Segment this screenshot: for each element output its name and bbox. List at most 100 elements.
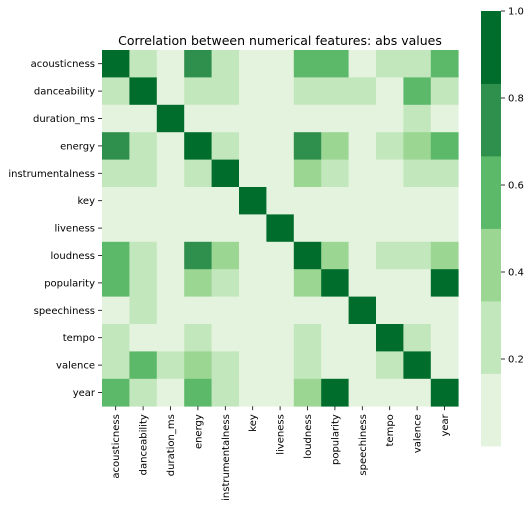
x-tick-label-year: year [440, 413, 451, 436]
heatmap-cell-acousticness-popularity [321, 50, 349, 78]
colorbar-tick-label: 1.0 [508, 7, 524, 18]
heatmap-cell-duration_ms-popularity [321, 104, 349, 133]
heatmap-cell-acousticness-year [430, 50, 459, 78]
heatmap-cell-energy-popularity [321, 132, 349, 160]
heatmap-cell-speechiness-popularity [321, 296, 349, 325]
heatmap-cell-instrumentalness-speechiness [348, 159, 377, 188]
colorbar-tick-label: 0.4 [508, 268, 524, 279]
heatmap-cell-tempo-energy [184, 324, 212, 352]
heatmap-cell-liveness-energy [184, 214, 212, 243]
heatmap-cell-speechiness-valence [403, 296, 432, 325]
heatmap-cell-key-liveness [266, 187, 295, 215]
heatmap-cell-speechiness-liveness [266, 296, 295, 325]
y-tick-label-tempo: tempo [63, 333, 95, 344]
heatmap-cell-energy-energy [184, 132, 212, 160]
heatmap-cell-liveness-instrumentalness [211, 214, 240, 243]
heatmap-cell-energy-loudness [293, 132, 322, 160]
heatmap-cell-loudness-liveness [266, 241, 295, 270]
heatmap-cell-acousticness-acousticness [102, 50, 130, 78]
heatmap-cell-year-acousticness [102, 378, 130, 407]
heatmap-cell-valence-instrumentalness [211, 351, 240, 380]
heatmap-cell-energy-acousticness [102, 132, 130, 160]
heatmap-cell-acousticness-tempo [376, 50, 404, 78]
heatmap-cell-acousticness-liveness [266, 50, 295, 78]
x-tick-label-duration_ms: duration_ms [166, 414, 177, 476]
heatmap-cell-danceability-acousticness [102, 77, 130, 106]
x-tick-label-liveness: liveness [276, 414, 287, 455]
heatmap-cell-danceability-speechiness [348, 77, 377, 106]
heatmap-cell-loudness-valence [403, 241, 432, 270]
heatmap-cell-liveness-liveness [266, 214, 295, 243]
heatmap-cell-danceability-loudness [293, 77, 322, 106]
heatmap-cell-key-acousticness [102, 187, 130, 215]
heatmap-cell-instrumentalness-instrumentalness [211, 159, 240, 188]
heatmap-cell-speechiness-tempo [376, 296, 404, 325]
heatmap-cell-danceability-liveness [266, 77, 295, 106]
heatmap-cell-liveness-duration_ms [156, 214, 185, 243]
x-tick-label-instrumentalness: instrumentalness [221, 414, 232, 501]
heatmap-cell-speechiness-danceability [129, 296, 158, 325]
heatmap-cell-loudness-danceability [129, 241, 158, 270]
heatmap-cells [102, 50, 459, 407]
heatmap-cell-acousticness-speechiness [348, 50, 377, 78]
x-tick-label-acousticness: acousticness [111, 414, 122, 478]
y-tick-label-energy: energy [60, 141, 95, 152]
heatmap-cell-key-speechiness [348, 187, 377, 215]
heatmap-cell-speechiness-instrumentalness [211, 296, 240, 325]
heatmap-cell-duration_ms-acousticness [102, 104, 130, 133]
heatmap-cell-year-instrumentalness [211, 378, 240, 407]
heatmap-cell-popularity-duration_ms [156, 269, 185, 297]
heatmap-cell-instrumentalness-key [239, 159, 267, 188]
heatmap-cell-liveness-loudness [293, 214, 322, 243]
heatmap-cell-energy-key [239, 132, 267, 160]
heatmap-cell-instrumentalness-tempo [376, 159, 404, 188]
heatmap-cell-danceability-valence [403, 77, 432, 106]
heatmap-cell-danceability-duration_ms [156, 77, 185, 106]
heatmap-cell-loudness-key [239, 241, 267, 270]
heatmap-cell-danceability-danceability [129, 77, 158, 106]
heatmap-cell-acousticness-instrumentalness [211, 50, 240, 78]
x-tick-label-key: key [248, 414, 259, 432]
heatmap-cell-duration_ms-tempo [376, 104, 404, 133]
heatmap-cell-energy-tempo [376, 132, 404, 160]
heatmap-cell-year-speechiness [348, 378, 377, 407]
heatmap-cell-energy-danceability [129, 132, 158, 160]
heatmap-cell-energy-valence [403, 132, 432, 160]
x-tick-label-speechiness: speechiness [358, 414, 369, 475]
heatmap-cell-acousticness-energy [184, 50, 212, 78]
heatmap-cell-popularity-instrumentalness [211, 269, 240, 297]
y-tick-label-year: year [73, 388, 96, 399]
heatmap-cell-instrumentalness-liveness [266, 159, 295, 188]
heatmap-cell-popularity-danceability [129, 269, 158, 297]
x-tick-label-popularity: popularity [330, 414, 341, 465]
x-tick-label-valence: valence [413, 414, 424, 453]
heatmap-cell-liveness-year [430, 214, 459, 243]
heatmap-cell-instrumentalness-year [430, 159, 459, 188]
heatmap-cell-key-instrumentalness [211, 187, 240, 215]
heatmap-cell-loudness-year [430, 241, 459, 270]
colorbar-tick-label: 0.6 [508, 181, 524, 192]
heatmap-cell-liveness-valence [403, 214, 432, 243]
heatmap-cell-valence-danceability [129, 351, 158, 380]
heatmap-cell-tempo-year [430, 324, 459, 352]
heatmap-cell-instrumentalness-loudness [293, 159, 322, 188]
heatmap-cell-speechiness-acousticness [102, 296, 130, 325]
heatmap-cell-valence-duration_ms [156, 351, 185, 380]
colorbar-band [481, 83, 501, 157]
heatmap-cell-popularity-loudness [293, 269, 322, 297]
x-tick-label-tempo: tempo [385, 414, 396, 446]
heatmap-cell-valence-acousticness [102, 351, 130, 380]
heatmap-cell-liveness-key [239, 214, 267, 243]
colorbar-band [481, 155, 501, 229]
heatmap-cell-popularity-tempo [376, 269, 404, 297]
heatmap-cell-loudness-tempo [376, 241, 404, 270]
heatmap-cell-loudness-acousticness [102, 241, 130, 270]
heatmap-cell-energy-year [430, 132, 459, 160]
heatmap-cell-popularity-key [239, 269, 267, 297]
heatmap-cell-energy-liveness [266, 132, 295, 160]
heatmap-cell-speechiness-energy [184, 296, 212, 325]
x-tick-label-energy: energy [193, 414, 204, 449]
colorbar-band [481, 228, 501, 302]
colorbar-tick-label: 0.2 [508, 355, 524, 366]
heatmap-cell-tempo-acousticness [102, 324, 130, 352]
